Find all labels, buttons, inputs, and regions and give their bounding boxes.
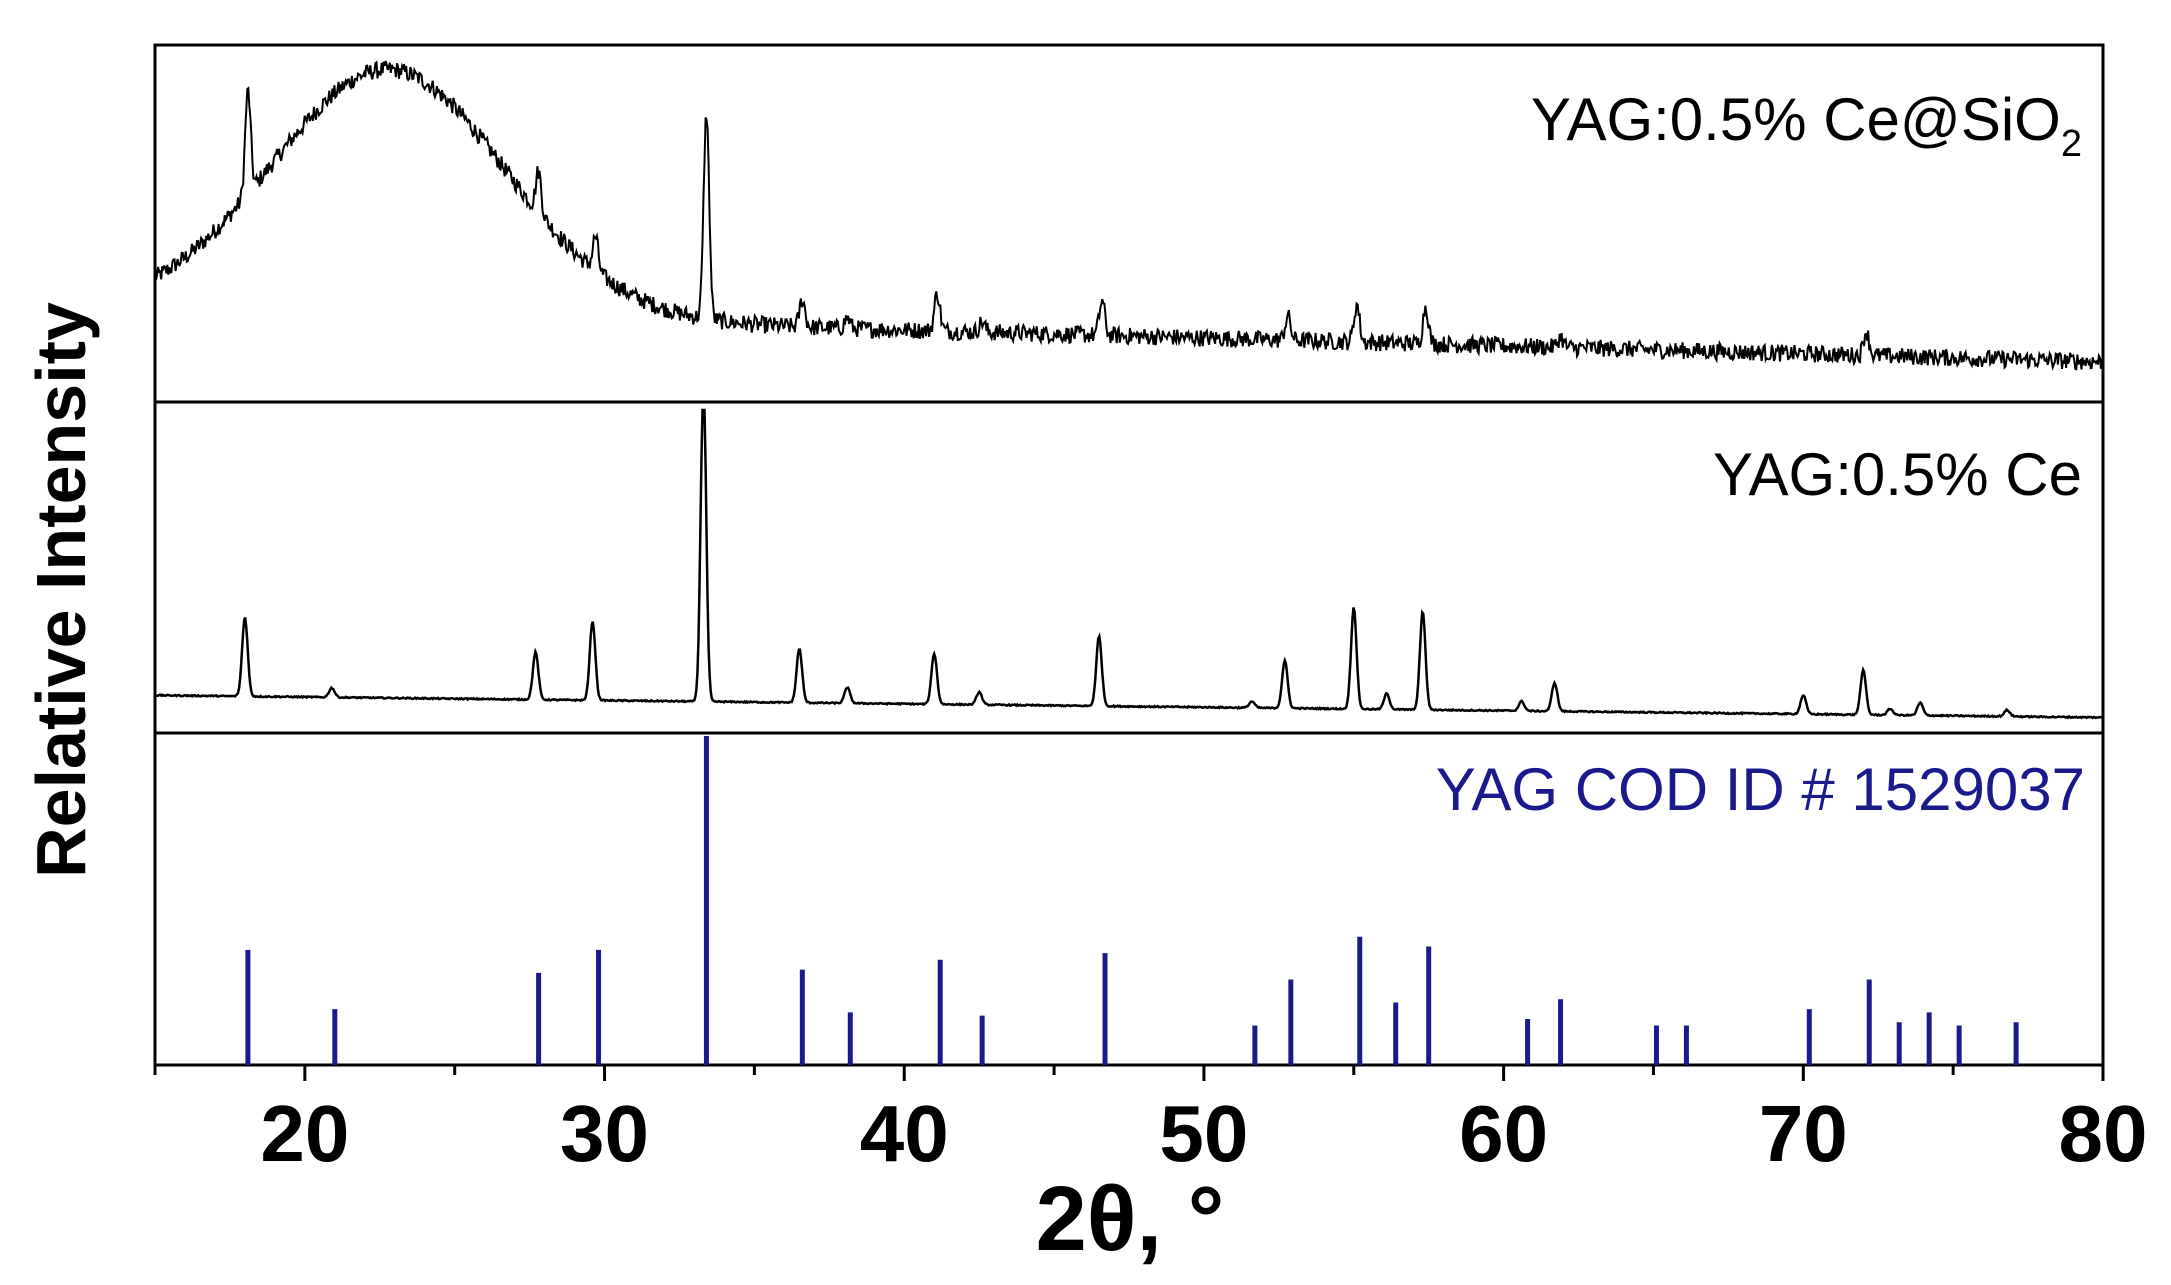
panel-2: YAG:0.5% Ce	[153, 400, 2105, 735]
xrd-pattern-line	[154, 60, 2104, 372]
x-tick-label: 30	[560, 1089, 649, 1178]
x-tick-label: 60	[1459, 1089, 1548, 1178]
panel-label-1: YAG:0.5% Ce@SiO2	[1531, 86, 2082, 165]
panel-label-2: YAG:0.5% Ce	[1713, 441, 2082, 508]
panel-1: YAG:0.5% Ce@SiO2	[153, 43, 2105, 404]
chart-panels: YAG:0.5% Ce@SiO2 YAG:0.5% Ce YAG COD ID # …	[153, 43, 2105, 1067]
x-tick-label: 80	[2059, 1089, 2148, 1178]
x-tick-label: 70	[1759, 1089, 1848, 1178]
y-axis-title: Relative Intensity	[22, 302, 100, 878]
x-tick-label: 50	[1159, 1089, 1248, 1178]
panel-label-3: YAG COD ID # 1529037	[1436, 756, 2085, 823]
xrd-pattern-line	[154, 408, 2104, 720]
x-axis-title: 2θ, °	[1036, 1168, 1225, 1270]
panel-frame	[153, 731, 2105, 1067]
panel-3: YAG COD ID # 1529037	[153, 731, 2105, 1067]
x-axis: 20 30 40 50 60 70 80	[153, 1065, 2148, 1178]
x-tick-label: 20	[260, 1089, 349, 1178]
x-tick-label: 40	[860, 1089, 949, 1178]
